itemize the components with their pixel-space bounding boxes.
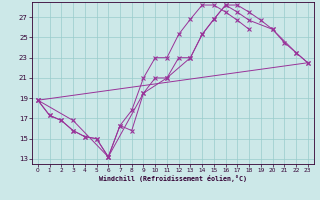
X-axis label: Windchill (Refroidissement éolien,°C): Windchill (Refroidissement éolien,°C): [99, 175, 247, 182]
